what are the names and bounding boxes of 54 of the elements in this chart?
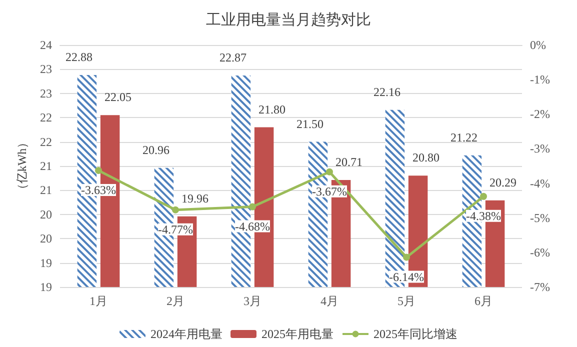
data-label: 22.87 <box>219 50 246 64</box>
y-tick-label: 22 <box>40 110 52 125</box>
point <box>249 203 256 210</box>
y-tick-label: 23 <box>40 62 52 76</box>
data-label: 20.96 <box>142 142 170 157</box>
y-tick-label: 21 <box>40 159 52 173</box>
data-label: 19.96 <box>182 191 209 206</box>
point <box>403 254 410 261</box>
y-tick-label: 20 <box>40 232 52 246</box>
legend-label: 2025年用电量 <box>262 327 334 341</box>
point <box>326 168 333 176</box>
data-label: -3.63% <box>81 182 116 197</box>
y-tick-label: 24 <box>40 38 52 52</box>
data-label: -4.68% <box>235 219 270 234</box>
y-tick-label: 21 <box>40 183 52 198</box>
data-label: 20.80 <box>412 150 440 165</box>
x-tick-label: 5月 <box>398 294 416 308</box>
data-label: -3.67% <box>312 184 347 198</box>
y2-tick-label: -2% <box>530 107 550 122</box>
y2-tick-label: -6% <box>530 245 550 260</box>
x-tick-label: 4月 <box>320 294 338 308</box>
point <box>172 206 179 214</box>
y-tick-label: 19 <box>40 280 52 294</box>
data-label: -4.77% <box>158 222 193 236</box>
y2-tick-label: -3% <box>530 142 550 156</box>
point <box>95 166 102 174</box>
data-label: 21.50 <box>296 116 324 131</box>
data-label: 22.16 <box>373 84 400 99</box>
y-axis-title: （亿kWh） <box>15 136 29 196</box>
x-tick-label: 3月 <box>244 294 262 308</box>
y-tick-label: 19 <box>40 256 52 270</box>
data-label: 22.88 <box>65 50 92 64</box>
legend-label: 2025年同比增速 <box>374 327 458 341</box>
point <box>480 192 487 200</box>
y2-tick-label: -1% <box>530 72 550 87</box>
x-tick-label: 1月 <box>90 294 108 308</box>
data-label: 22.05 <box>104 90 132 104</box>
y2-tick-label: -7% <box>530 280 550 294</box>
chart-title: 工业用电量当月趋势对比 <box>206 12 371 28</box>
data-label: -4.38% <box>466 208 501 223</box>
y-tick-label: 22 <box>40 134 52 149</box>
data-label: 20.29 <box>490 175 517 190</box>
x-tick-label: 2月 <box>166 294 184 308</box>
y2-tick-label: 0% <box>530 38 546 52</box>
y2-tick-label: -5% <box>530 210 550 225</box>
legend-label: 2024年用电量 <box>150 327 222 341</box>
data-label: -6.14% <box>389 270 424 284</box>
y2-tick-label: -4% <box>530 176 550 190</box>
data-label: 20.71 <box>336 155 363 170</box>
x-tick-label: 6月 <box>474 294 492 308</box>
y-tick-label: 20 <box>40 207 52 222</box>
data-label: 21.80 <box>258 102 286 116</box>
y-tick-label: 23 <box>40 86 52 100</box>
data-label: 21.22 <box>450 130 478 144</box>
